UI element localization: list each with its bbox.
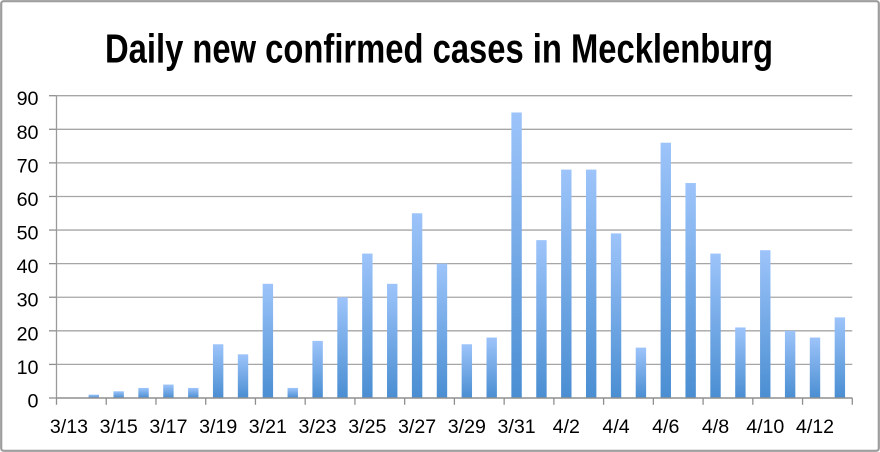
svg-text:3/31: 3/31 [497,416,535,438]
svg-text:3/25: 3/25 [348,416,386,438]
svg-text:3/21: 3/21 [249,416,287,438]
svg-text:80: 80 [17,122,39,144]
svg-text:30: 30 [17,290,39,312]
svg-text:4/2: 4/2 [553,416,580,438]
svg-text:3/19: 3/19 [199,416,237,438]
svg-text:4/6: 4/6 [652,416,679,438]
svg-text:90: 90 [17,88,39,110]
svg-text:Daily new confirmed cases in M: Daily new confirmed cases in Mecklenburg [105,26,773,72]
svg-text:3/13: 3/13 [50,416,88,438]
svg-text:4/4: 4/4 [602,416,629,438]
svg-text:3/27: 3/27 [398,416,436,438]
svg-text:10: 10 [17,357,39,379]
svg-text:4/8: 4/8 [702,416,729,438]
svg-text:50: 50 [17,223,39,245]
svg-text:70: 70 [17,155,39,177]
svg-text:4/12: 4/12 [796,416,834,438]
svg-text:20: 20 [17,323,39,345]
svg-text:4/10: 4/10 [746,416,784,438]
svg-text:0: 0 [28,391,39,413]
svg-text:3/15: 3/15 [100,416,138,438]
svg-text:3/23: 3/23 [299,416,337,438]
svg-text:40: 40 [17,256,39,278]
svg-text:3/17: 3/17 [149,416,187,438]
svg-text:3/29: 3/29 [448,416,486,438]
svg-text:60: 60 [17,189,39,211]
